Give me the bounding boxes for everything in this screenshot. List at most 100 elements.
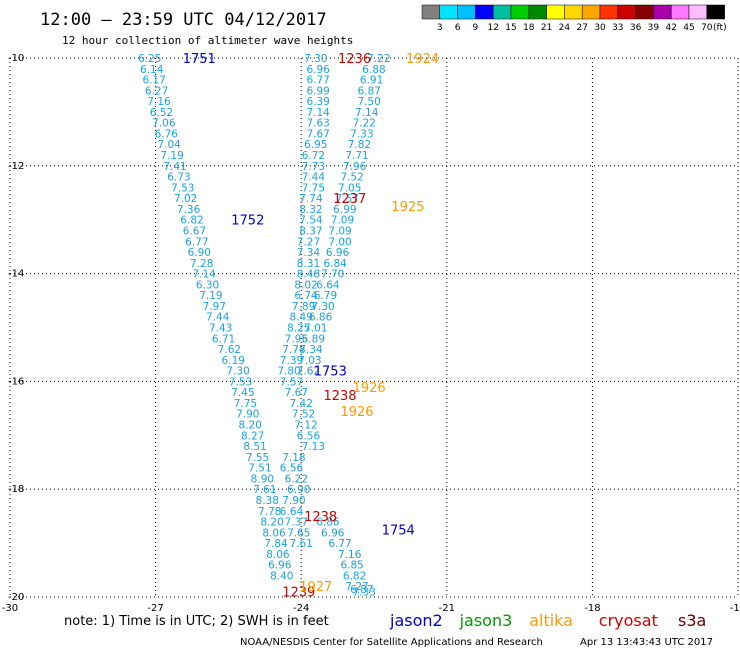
colorbar-swatch	[439, 4, 458, 20]
data-points: 6.256.146.176.277.166.527.066.767.047.19…	[138, 53, 390, 599]
wave-height-value: 6.86	[316, 517, 340, 529]
colorbar-swatch	[706, 4, 725, 20]
wave-height-value: 6.90	[287, 484, 310, 496]
colorbar-swatch	[528, 4, 547, 20]
wave-height-value: 6.30	[196, 279, 219, 291]
colorbar-label: 18	[523, 23, 535, 33]
wave-height-value: 7.41	[163, 161, 186, 173]
wave-height-value: 7.44	[302, 172, 326, 184]
wave-height-value: 7.39	[280, 355, 303, 367]
wave-height-value: 7.61	[290, 538, 313, 550]
wave-height-value: 7.90	[282, 495, 305, 507]
wave-height-value: 6.87	[357, 85, 380, 97]
wave-height-value: 6.95	[304, 139, 327, 151]
pass-number-label: 1925	[391, 200, 424, 215]
y-tick-label: -16	[8, 376, 24, 387]
wave-height-value: 7.90	[236, 409, 259, 421]
pass-number-label: 1751	[183, 52, 216, 67]
pass-number-label: 1753	[314, 365, 347, 380]
wave-height-value: 7.42	[290, 398, 313, 410]
wave-height-value: 7.51	[248, 463, 271, 475]
wave-height-value: 7.78	[258, 506, 281, 518]
pass-labels: 1751 1752 1753 1754 1236 1237 1238 1238 1239 1924…	[183, 52, 439, 601]
x-tick-label: -24	[293, 603, 309, 614]
wave-height-value: 6.88	[362, 64, 385, 76]
x-tick-label: -18	[584, 603, 600, 614]
wave-height-value: 8.40	[270, 570, 293, 582]
y-tick-label: -14	[8, 269, 24, 280]
credit-text: NOAA/NESDIS Center for Satellite Applica…	[240, 637, 543, 648]
wave-height-value: 8.49	[290, 312, 313, 324]
colorbar-label: 12	[487, 23, 498, 33]
wave-height-value: 6.96	[268, 560, 292, 572]
colorbar-swatch	[688, 4, 708, 20]
wave-height-value: 6.74	[294, 290, 318, 302]
wave-height-value: 7.57	[280, 376, 303, 388]
wave-height-value: 7.22	[353, 118, 376, 130]
pass-number-label: 1924	[406, 52, 439, 67]
colorbar-unit: (ft)	[713, 23, 727, 33]
colorbar-label: 33	[612, 23, 623, 33]
wave-height-value: 6.91	[360, 75, 383, 87]
colorbar-label: 6	[455, 23, 461, 33]
wave-height-value: 8.51	[243, 441, 266, 453]
wave-height-value: 7.30	[226, 366, 249, 378]
y-tick-label: -10	[8, 53, 24, 64]
wave-height-value: 6.96	[306, 64, 330, 76]
colorbar-swatch	[635, 4, 654, 20]
colorbar-label: 15	[505, 23, 516, 33]
wave-height-value: 6.22	[285, 473, 308, 485]
wave-height-value: 6.25	[138, 53, 161, 65]
pass-number-label: 1239	[282, 586, 315, 601]
x-tick-label: -27	[147, 603, 163, 614]
satellite-legend-cryosat: cryosat	[599, 611, 658, 630]
colorbar-swatch	[475, 4, 494, 20]
wave-height-value: 6.52	[150, 107, 173, 119]
wave-height-value: 7.65	[287, 527, 310, 539]
wave-height-value: 6.71	[212, 333, 235, 345]
pass-number-label: 1926	[353, 381, 386, 396]
wave-height-value: 7.70	[321, 269, 344, 281]
wave-height-value: 8.25	[287, 323, 310, 335]
x-tick-label: -15	[730, 603, 740, 614]
wave-height-value: 8.38	[256, 495, 279, 507]
wave-height-value: 7.73	[302, 161, 325, 173]
wave-height-value: 7.12	[294, 420, 317, 432]
colorbar-label: 36	[630, 23, 642, 33]
y-tick-label: -12	[8, 161, 24, 172]
wave-height-value: 6.89	[302, 333, 325, 345]
axes: -30 -27 -24 -21 -18 -15 -10 -12 -14 -16 -18 -20	[2, 53, 740, 614]
generated-timestamp: Apr 13 13:43:43 UTC 2017	[580, 637, 713, 648]
wave-height-value: 7.61	[253, 484, 276, 496]
wave-height-value: 7.53	[171, 182, 194, 194]
color-legend: 3 6 9 12 15 18 21 24 27 30 33 36 39 42 45 70 (ft)	[421, 4, 727, 33]
wave-height-value: 7.67	[306, 128, 329, 140]
wave-height-value: 7.52	[340, 172, 363, 184]
wave-height-value: 6.82	[343, 570, 366, 582]
wave-height-value: 7.33	[350, 128, 373, 140]
wave-height-value: 7.84	[264, 538, 288, 550]
wave-height-value: 7.62	[297, 366, 320, 378]
wave-height-value: 8.20	[260, 517, 283, 529]
wave-height-value: 7.16	[338, 549, 362, 561]
satellite-legend-jason2: jason2	[389, 611, 443, 630]
wave-height-value: 6.82	[180, 215, 203, 227]
colorbar-swatch	[581, 4, 601, 20]
wave-height-value: 6.76	[155, 128, 179, 140]
wave-height-value: 7.54	[299, 215, 323, 227]
wave-height-value: 6.99	[333, 204, 356, 216]
wave-height-value: 7.16	[147, 96, 171, 108]
wave-height-value: 6.19	[222, 355, 245, 367]
wave-height-value: 7.01	[304, 323, 327, 335]
wave-height-value: 7.67	[285, 387, 308, 399]
wave-height-value: 7.14	[192, 269, 216, 281]
wave-height-value: 8.06	[262, 527, 286, 539]
wave-height-value: 7.45	[231, 387, 254, 399]
wave-height-value: 7.04	[157, 139, 181, 151]
wave-height-value: 7.37	[285, 517, 308, 529]
wave-height-value: 7.36	[177, 204, 201, 216]
colorbar-swatch	[546, 4, 565, 20]
pass-number-label: 1236	[338, 52, 371, 67]
wave-height-value: 6.85	[340, 560, 363, 572]
wave-height-value: 6.86	[309, 312, 333, 324]
